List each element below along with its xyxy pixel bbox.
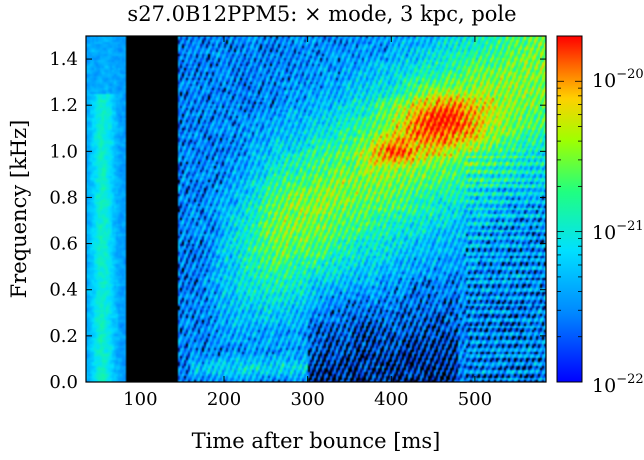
x-tick-label: 200	[207, 389, 241, 410]
y-tick-label: 0.4	[49, 280, 78, 301]
x-axis-label: Time after bounce [ms]	[192, 429, 441, 453]
chart-title: s27.0B12PPM5: × mode, 3 kpc, pole	[127, 2, 517, 26]
colorbar	[556, 35, 583, 383]
y-tick-label: 0.8	[49, 187, 78, 208]
y-axis: 0.0 0.2 0.4 0.6 0.8 1.0 1.2 1.4	[49, 49, 546, 393]
y-tick-label: 1.2	[49, 95, 78, 116]
heatmap-image	[86, 36, 546, 382]
colorbar-label-mid: 10−21	[592, 219, 644, 244]
x-axis: 100 200 300 400 500	[123, 36, 492, 410]
y-tick-label: 1.4	[49, 49, 78, 70]
y-tick-label: 0.0	[49, 372, 78, 393]
x-tick-label: 300	[290, 389, 324, 410]
x-tick-label: 100	[123, 389, 157, 410]
colorbar-ticks	[557, 35, 582, 383]
colorbar-label-low: 10−22	[592, 372, 644, 397]
y-tick-label: 0.6	[49, 234, 78, 255]
plot-frame	[85, 35, 547, 383]
x-tick-label: 500	[458, 389, 492, 410]
y-tick-label: 1.0	[49, 141, 78, 162]
x-tick-label: 400	[374, 389, 408, 410]
y-tick-label: 0.2	[49, 326, 78, 347]
y-axis-label: Frequency [kHz]	[7, 120, 31, 299]
colorbar-label-high: 10−20	[592, 67, 644, 92]
